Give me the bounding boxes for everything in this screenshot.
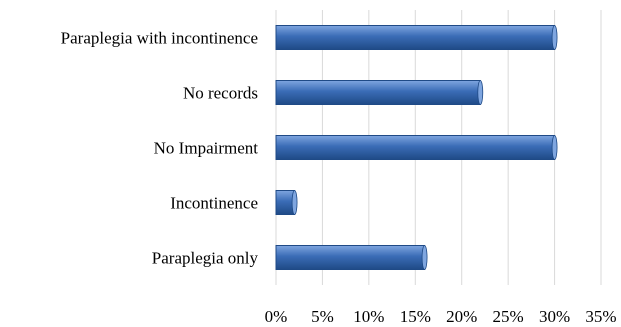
x-tick-label: 0% bbox=[265, 307, 288, 326]
bar-end-cap bbox=[551, 25, 558, 50]
x-tick-label: 5% bbox=[311, 307, 334, 326]
x-tick-label: 35% bbox=[585, 307, 616, 326]
x-tick-labels: 0% 5% 10% 15% 20% 25% 30% 35% bbox=[265, 307, 617, 326]
category-labels: Paraplegia with incontinence No records No… bbox=[61, 29, 259, 268]
bar-end-cap bbox=[421, 245, 428, 270]
category-label: Incontinence bbox=[170, 194, 258, 213]
bar-end-cap bbox=[477, 80, 484, 105]
bar bbox=[275, 80, 481, 105]
x-tick-label: 10% bbox=[353, 307, 384, 326]
category-label: Paraplegia only bbox=[152, 249, 259, 268]
x-tick-label: 25% bbox=[493, 307, 524, 326]
bar-end-cap bbox=[551, 135, 558, 160]
x-tick-label: 15% bbox=[400, 307, 431, 326]
bars-group bbox=[275, 25, 558, 270]
x-tick-label: 20% bbox=[446, 307, 477, 326]
category-label: No records bbox=[183, 84, 258, 103]
x-tick-label: 30% bbox=[539, 307, 570, 326]
bar-end-cap bbox=[291, 190, 298, 215]
bar bbox=[275, 25, 556, 50]
bar bbox=[275, 135, 556, 160]
category-label: Paraplegia with incontinence bbox=[61, 29, 258, 48]
category-label: No Impairment bbox=[154, 139, 259, 158]
bar bbox=[275, 245, 426, 270]
